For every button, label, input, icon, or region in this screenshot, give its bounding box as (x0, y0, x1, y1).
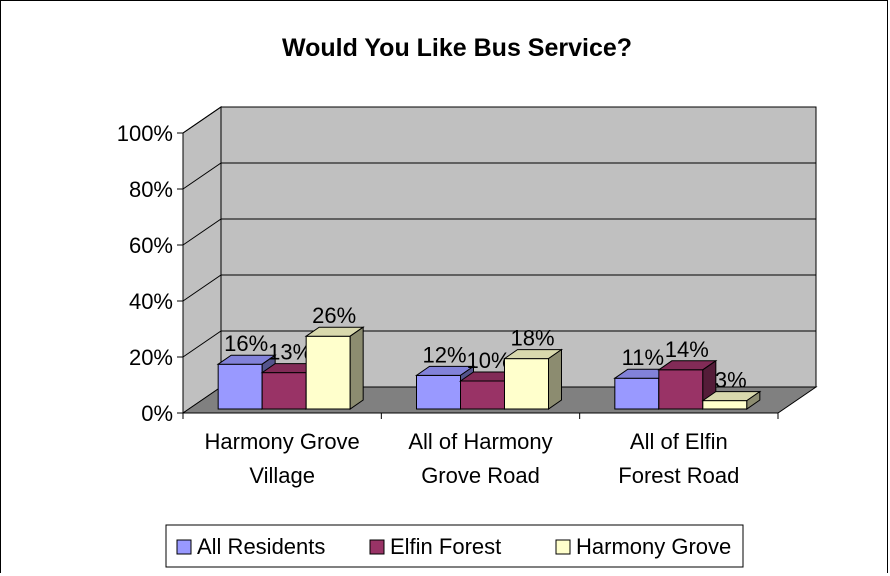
data-label: 3% (715, 368, 747, 393)
legend-swatch (369, 539, 385, 555)
gridline (182, 106, 816, 134)
gridline (182, 274, 816, 302)
data-label: 12% (422, 342, 466, 367)
bar (305, 335, 351, 410)
chart-title: Would You Like Bus Service? (282, 34, 632, 62)
data-label: 11% (622, 345, 664, 370)
legend-box (165, 524, 744, 568)
data-label: 16% (224, 331, 268, 356)
bar (658, 369, 704, 410)
bar (261, 372, 307, 410)
y-tick-label: 100% (117, 121, 173, 146)
legend-label: All Residents (197, 534, 325, 559)
x-tick-label: Harmony Grove (205, 429, 360, 454)
bar (702, 400, 748, 410)
bar-side (548, 348, 562, 410)
y-tick-label: 60% (129, 233, 173, 258)
bar (504, 358, 549, 410)
y-tick-label: 80% (129, 177, 173, 202)
gridline (182, 330, 816, 358)
data-label: 26% (312, 303, 356, 328)
bar (416, 374, 461, 410)
data-label: 18% (510, 326, 554, 351)
legend-swatch (176, 539, 192, 555)
data-label: 14% (665, 337, 709, 362)
legend-label: Elfin Forest (390, 534, 501, 559)
y-tick-label: 20% (129, 345, 173, 370)
x-tick-label: Forest Road (618, 463, 739, 488)
x-tick-label: All of Harmony (408, 429, 552, 454)
bar (614, 377, 660, 410)
legend: All Residents Elfin Forest Harmony Grove (165, 524, 744, 568)
bar-side (349, 326, 364, 410)
y-tick-label: 40% (129, 289, 173, 314)
gridline (182, 162, 816, 190)
gridline (182, 218, 816, 246)
x-tick-label: Village (249, 463, 315, 488)
bar (217, 363, 263, 410)
x-tick-label: Grove Road (421, 463, 540, 488)
bar-side (746, 390, 761, 410)
data-label: 10% (466, 348, 510, 373)
bar (460, 380, 505, 410)
data-label: 13% (268, 340, 312, 365)
legend-label: Harmony Grove (576, 534, 731, 559)
y-tick-label: 0% (141, 401, 173, 426)
legend-swatch (555, 539, 571, 555)
x-tick-label: All of Elfin (630, 429, 728, 454)
side-wall (182, 106, 222, 414)
plot-area: 0% 20% 40% 60% 80% 100% 16% 13%26% Harmony Grove… (117, 106, 818, 488)
